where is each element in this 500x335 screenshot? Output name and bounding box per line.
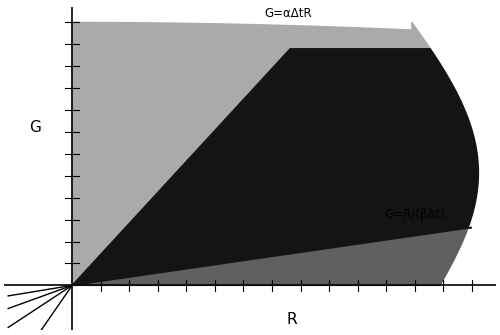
Text: G=αΔtR: G=αΔtR <box>264 7 312 20</box>
Text: G=R/(βΔt): G=R/(βΔt) <box>384 208 444 221</box>
Polygon shape <box>72 22 430 285</box>
Text: G: G <box>29 120 40 135</box>
Text: R: R <box>286 312 298 327</box>
Polygon shape <box>72 227 472 285</box>
Polygon shape <box>72 49 478 285</box>
